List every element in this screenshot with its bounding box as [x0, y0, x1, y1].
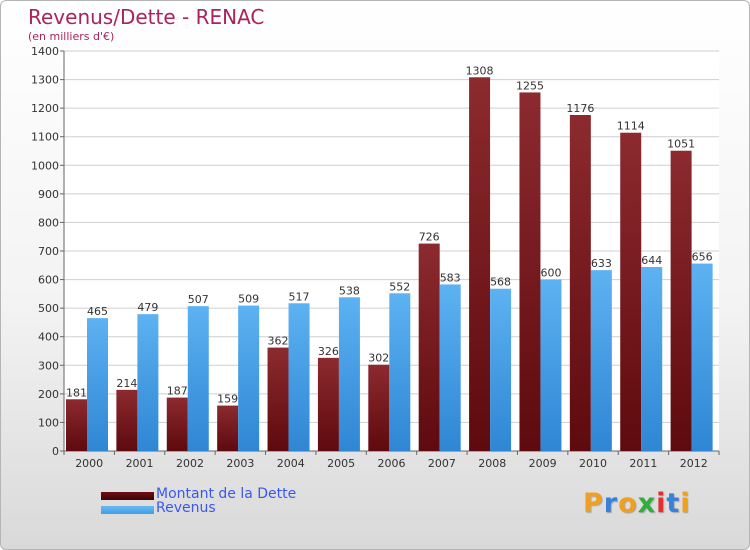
data-label-revenus: 552	[389, 280, 410, 293]
y-tick-label: 200	[38, 388, 59, 401]
x-tick-label: 2000	[75, 457, 103, 470]
bar-dette	[116, 389, 138, 451]
bar-revenus	[288, 303, 310, 451]
y-tick-label: 1300	[31, 74, 59, 87]
data-label-revenus: 600	[540, 267, 561, 280]
x-tick-label: 2006	[378, 457, 406, 470]
x-tick-label: 2007	[428, 457, 456, 470]
data-label-revenus: 583	[440, 271, 461, 284]
bar-dette	[519, 92, 541, 451]
bar-dette	[469, 77, 491, 452]
data-label-revenus: 465	[87, 305, 108, 318]
x-tick-label: 2002	[176, 457, 204, 470]
bar-dette	[368, 364, 390, 451]
x-tick-label: 2012	[680, 457, 708, 470]
bar-revenus	[590, 270, 612, 451]
data-label-revenus: 644	[641, 254, 662, 267]
legend-label-revenus: Revenus	[156, 500, 216, 516]
logo-letter: i	[680, 488, 691, 519]
data-label-dette: 1114	[617, 120, 645, 133]
y-tick-label: 400	[38, 331, 59, 344]
y-tick-label: 800	[38, 216, 59, 229]
x-tick-label: 2009	[529, 457, 557, 470]
bar-dette	[166, 397, 188, 451]
bar-dette	[267, 347, 289, 451]
data-label-dette: 726	[419, 231, 440, 244]
y-tick-label: 0	[52, 445, 59, 458]
bar-revenus	[439, 284, 461, 451]
data-label-dette: 1308	[466, 64, 494, 77]
data-label-dette: 362	[268, 335, 289, 348]
data-label-dette: 181	[66, 386, 87, 399]
bar-dette	[569, 115, 591, 451]
bar-revenus	[338, 297, 360, 451]
y-tick-label: 500	[38, 302, 59, 315]
data-label-revenus: 656	[692, 251, 713, 264]
data-label-revenus: 568	[490, 276, 511, 289]
bar-chart: 0 100 200 300 400 500 600 700 800 900 1000 1100 1200…	[31, 45, 720, 470]
logo-letter: r	[603, 488, 619, 519]
bar-revenus	[490, 288, 512, 451]
bar-dette	[620, 132, 642, 451]
legend-label-dette: Montant de la Dette	[156, 486, 297, 502]
data-label-dette: 1255	[516, 79, 544, 92]
y-tick-label: 700	[38, 245, 59, 258]
data-label-dette: 214	[116, 377, 137, 390]
y-tick-label: 1200	[31, 102, 59, 115]
logo-letter: x	[637, 488, 657, 519]
bar-revenus	[389, 293, 411, 451]
bar-revenus	[641, 267, 663, 451]
data-label-dette: 326	[318, 345, 339, 358]
y-tick-label: 900	[38, 188, 59, 201]
logo-letter: i	[656, 488, 667, 519]
data-label-dette: 302	[368, 352, 389, 365]
data-label-revenus: 517	[289, 290, 310, 303]
bar-dette	[418, 243, 440, 451]
bar-revenus	[87, 318, 108, 451]
logo-letter: o	[618, 488, 638, 519]
x-tick-label: 2005	[327, 457, 355, 470]
data-label-dette: 187	[167, 385, 188, 398]
bar-revenus	[691, 263, 713, 451]
y-tick-label: 1100	[31, 131, 59, 144]
bar-dette	[317, 357, 339, 451]
data-label-revenus: 479	[137, 301, 158, 314]
x-tick-label: 2004	[277, 457, 305, 470]
x-tick-label: 2008	[478, 457, 506, 470]
bar-revenus	[187, 306, 209, 451]
logo-letter: P	[583, 488, 604, 519]
bar-dette	[670, 150, 692, 451]
bar-revenus	[238, 305, 260, 451]
bar-revenus	[540, 279, 562, 451]
y-tick-label: 1400	[31, 45, 59, 58]
x-tick-label: 2001	[126, 457, 154, 470]
chart-subtitle: (en milliers d'€)	[28, 30, 115, 43]
data-label-revenus: 509	[238, 293, 259, 306]
bar-dette	[66, 399, 87, 451]
y-tick-label: 600	[38, 274, 59, 287]
x-tick-label: 2011	[629, 457, 657, 470]
data-label-revenus: 507	[188, 293, 209, 306]
chart-title: Revenus/Dette - RENAC	[28, 5, 265, 29]
y-tick-label: 100	[38, 416, 59, 429]
data-label-dette: 1051	[667, 138, 695, 151]
bar-revenus	[137, 314, 159, 451]
logo-letter: t	[666, 488, 681, 519]
data-label-revenus: 538	[339, 284, 360, 297]
legend-swatch-revenus	[101, 506, 154, 514]
data-label-dette: 1176	[566, 102, 594, 115]
bar-dette	[217, 405, 239, 451]
proxiti-logo: Proxiti	[583, 488, 691, 519]
data-label-dette: 159	[217, 393, 238, 406]
legend-swatch-dette	[101, 492, 154, 500]
y-tick-label: 1000	[31, 159, 59, 172]
data-label-revenus: 633	[591, 257, 612, 270]
x-tick-label: 2003	[226, 457, 254, 470]
y-tick-label: 300	[38, 359, 59, 372]
x-tick-label: 2010	[579, 457, 607, 470]
